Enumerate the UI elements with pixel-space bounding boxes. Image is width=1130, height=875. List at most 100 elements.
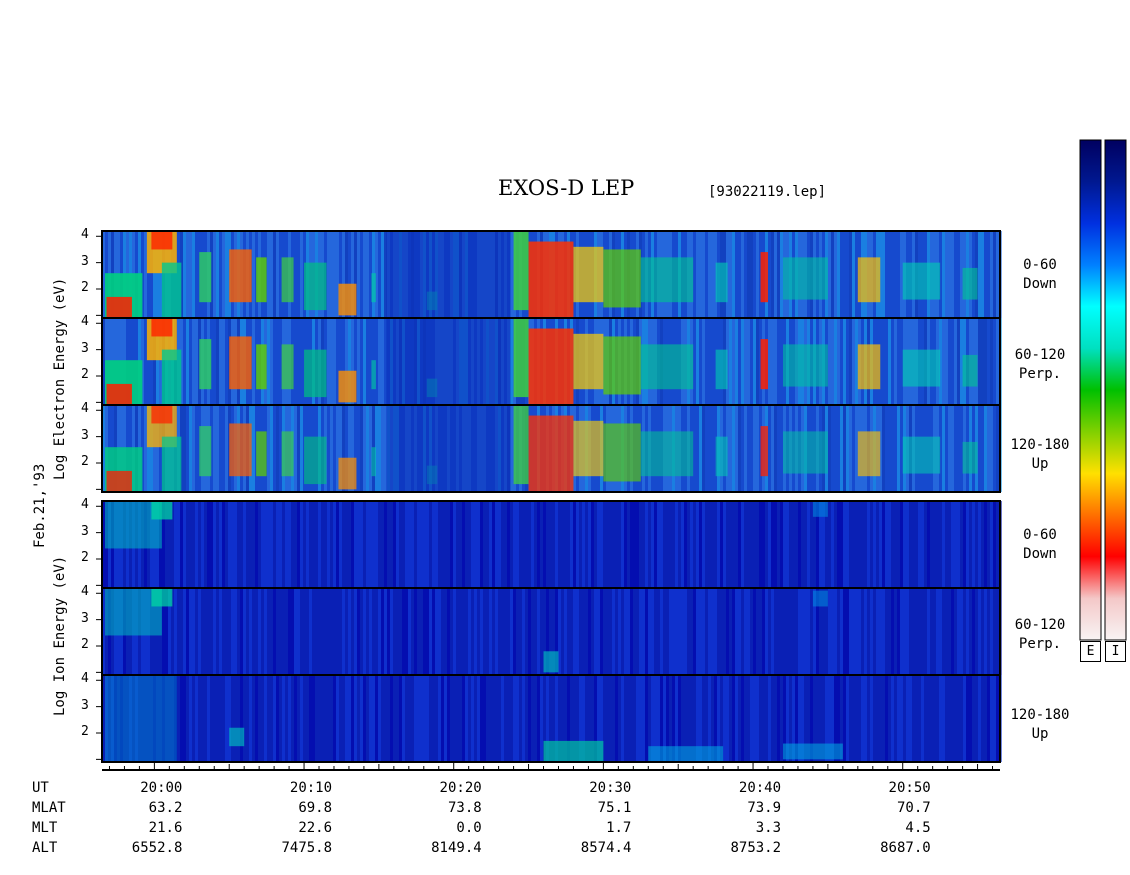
spectrum-streak — [117, 675, 120, 762]
spectrum-streak — [171, 588, 174, 675]
flux-feature — [104, 675, 177, 762]
spectrum-streak — [945, 405, 948, 492]
flux-feature — [962, 267, 978, 300]
flux-feature — [603, 423, 641, 482]
spectrum-streak — [192, 675, 195, 762]
spectrum-streak — [900, 318, 903, 405]
spectrum-streak — [177, 588, 180, 675]
flux-feature — [199, 339, 212, 390]
spectrum-streak — [759, 588, 762, 675]
spectrum-streak — [270, 501, 273, 588]
electron-ylabel: Log Electron Energy (eV) — [52, 278, 68, 480]
spectrum-streak — [897, 231, 900, 318]
spectrum-streak — [858, 501, 861, 588]
spectrum-streak — [831, 231, 834, 318]
x-tick-label: 20:00 — [140, 780, 183, 796]
spectrum-streak — [603, 675, 606, 762]
spectrum-streak — [375, 318, 378, 405]
spectrum-streak — [774, 588, 777, 675]
spectrum-streak — [114, 675, 117, 762]
spectrum-streak — [456, 501, 459, 588]
spectrum-streak — [504, 501, 507, 588]
spectrum-streak — [615, 501, 618, 588]
spectrum-streak — [204, 675, 207, 762]
spectrum-streak — [228, 501, 231, 588]
ephemeris-value: 70.7 — [896, 800, 931, 816]
spectrum-streak — [801, 501, 804, 588]
flux-feature — [543, 651, 559, 673]
y-tick-label: 2 — [81, 280, 89, 295]
spectrum-streak — [165, 501, 168, 588]
spectrum-streak — [189, 675, 192, 762]
ylabel-word: (eV) — [52, 277, 68, 312]
spectrum-streak — [744, 231, 747, 318]
spectrum-streak — [549, 588, 552, 675]
spectrum-streak — [489, 501, 492, 588]
y-tick-label: 2 — [81, 454, 89, 469]
spectrum-streak — [294, 588, 297, 675]
flux-feature — [782, 344, 828, 387]
spectrum-streak — [666, 588, 669, 675]
spectrum-streak — [519, 501, 522, 588]
spectrum-streak — [852, 405, 855, 492]
spectrum-streak — [363, 231, 366, 318]
spectrum-streak — [744, 405, 747, 492]
spectrum-streak — [522, 675, 525, 762]
spectrum-streak — [531, 675, 534, 762]
spectrum-streak — [894, 318, 897, 405]
spectrum-streak — [939, 405, 942, 492]
ephemeris-value: 6552.8 — [131, 840, 183, 856]
spectrum-streak — [609, 675, 612, 762]
spectrum-streak — [708, 405, 711, 492]
spectrum-streak — [582, 501, 585, 588]
spectrum-streak — [777, 588, 780, 675]
spectrum-streak — [441, 675, 444, 762]
spectrum-streak — [759, 405, 762, 492]
spectrum-streak — [243, 501, 246, 588]
spectrum-streak — [780, 501, 783, 588]
spectrum-streak — [822, 501, 825, 588]
spectrum-streak — [846, 501, 849, 588]
spectrum-streak — [645, 588, 648, 675]
spectrum-streak — [183, 318, 186, 405]
spectrum-streak — [246, 588, 249, 675]
spectrum-streak — [981, 588, 984, 675]
spectrum-streak — [174, 675, 177, 762]
spectrum-streak — [159, 675, 162, 762]
spectrum-streak — [462, 588, 465, 675]
spectrum-streak — [933, 588, 936, 675]
spectrum-streak — [894, 231, 897, 318]
panel-label-ion-up: 120-180 Up — [1010, 707, 1070, 742]
spectrum-streak — [468, 501, 471, 588]
spectrum-streak — [510, 501, 513, 588]
spectrum-streak — [960, 501, 963, 588]
spectrum-streak — [420, 588, 423, 675]
spectrum-streak — [165, 675, 168, 762]
spectrum-streak — [648, 675, 651, 762]
spectrum-streak — [945, 588, 948, 675]
spectrum-streak — [474, 588, 477, 675]
spectrum-streak — [186, 588, 189, 675]
spectrum-streak — [291, 588, 294, 675]
spectrum-streak — [984, 231, 987, 318]
spectrum-streak — [426, 588, 429, 675]
spectrum-streak — [708, 675, 711, 762]
spectrum-streak — [318, 675, 321, 762]
spectrum-streak — [360, 588, 363, 675]
spectrum-streak — [777, 231, 780, 318]
spectrum-streak — [852, 501, 855, 588]
spectrum-streak — [333, 231, 336, 318]
y-tick-label: 3 — [81, 523, 89, 539]
spectrum-streak — [525, 588, 528, 675]
spectrum-streak — [102, 231, 105, 318]
spectrum-streak — [354, 675, 357, 762]
spectrum-streak — [732, 588, 735, 675]
spectrum-streak — [210, 675, 213, 762]
spectrum-streak — [864, 501, 867, 588]
spectrum-streak — [339, 675, 342, 762]
spectrum-streak — [648, 588, 651, 675]
spectrum-streak — [516, 675, 519, 762]
flux-feature — [151, 231, 173, 250]
spectrum-streak — [144, 675, 147, 762]
